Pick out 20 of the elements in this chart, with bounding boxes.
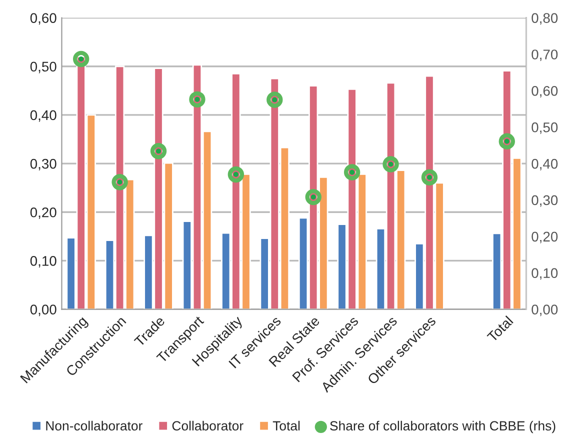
y-tick-label: 0,10: [30, 256, 56, 268]
legend-label: Non-collaborator: [46, 420, 142, 431]
y2-tick-label: 0,10: [532, 268, 558, 280]
y-tick-label: 0,00: [30, 304, 56, 316]
y2-tick-label: 0,80: [532, 13, 558, 25]
legend-label: Total: [272, 420, 300, 431]
y2-tick-label: 0,60: [532, 86, 558, 98]
y-tick-label: 0,60: [30, 13, 56, 25]
legend-label: Collaborator: [172, 420, 244, 431]
y2-tick-label: 0,20: [532, 232, 558, 244]
y-tick-label: 0,50: [30, 62, 56, 74]
legend-label: Share of collaborators with CBBE (rhs): [330, 420, 556, 434]
y-tick-label: 0,20: [30, 207, 56, 219]
y2-tick-label: 0,30: [532, 195, 558, 207]
y-tick-label: 0,40: [30, 110, 56, 122]
y2-tick-label: 0,00: [532, 304, 558, 316]
y2-tick-label: 0,50: [532, 122, 558, 134]
y2-tick-label: 0,40: [532, 158, 558, 170]
y2-tick-label: 0,70: [532, 50, 558, 62]
y-tick-label: 0,30: [30, 158, 56, 170]
